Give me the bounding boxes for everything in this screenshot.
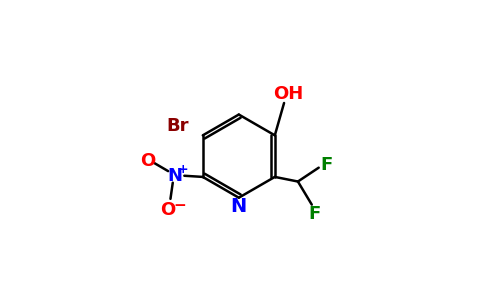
Text: O: O xyxy=(140,152,155,170)
Text: F: F xyxy=(308,205,320,223)
Text: −: − xyxy=(173,198,186,213)
Text: Br: Br xyxy=(166,117,189,135)
Text: F: F xyxy=(321,156,333,174)
Text: OH: OH xyxy=(273,85,304,103)
Text: N: N xyxy=(167,167,182,185)
Text: N: N xyxy=(231,197,247,216)
Text: +: + xyxy=(178,163,188,176)
Text: O: O xyxy=(161,201,176,219)
